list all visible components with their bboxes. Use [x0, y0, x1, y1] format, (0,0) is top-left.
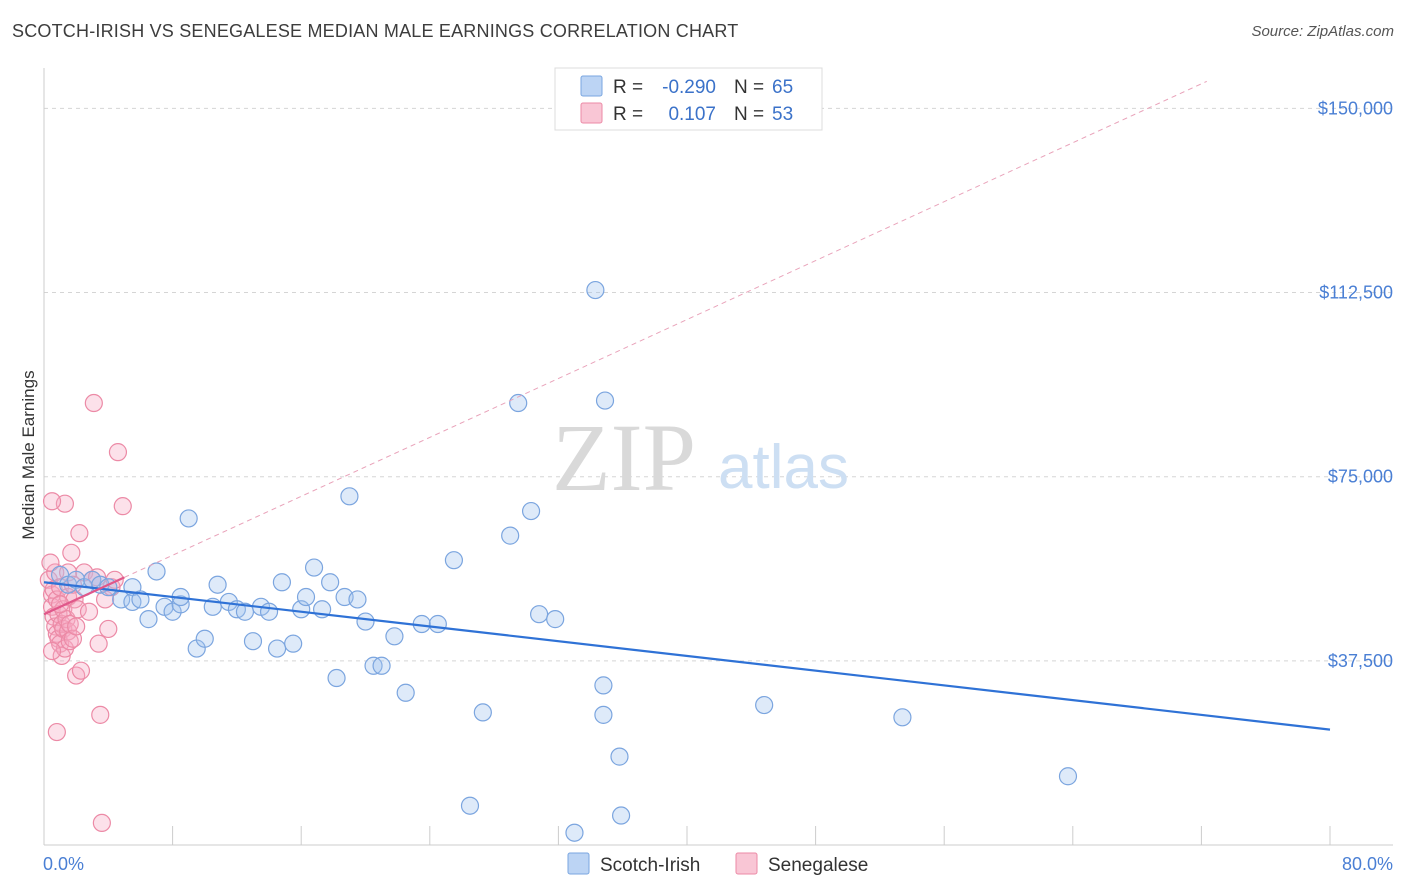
series-legend: Scotch-Irish Senegalese — [567, 852, 868, 876]
scotch-irish-point — [521, 501, 541, 521]
axes — [43, 68, 1393, 846]
senegalese-point — [42, 641, 62, 661]
chart-title: SCOTCH-IRISH VS SENEGALESE MEDIAN MALE E… — [12, 21, 739, 41]
x-tick-max: 80.0% — [1342, 854, 1393, 874]
senegalese-point — [92, 813, 111, 833]
senegalese-point — [62, 543, 81, 562]
scotch-irish-point — [304, 558, 324, 577]
y-tick-label: $75,000 — [1328, 467, 1393, 487]
scotch-irish-point — [530, 605, 549, 624]
scotch-irish-point — [473, 703, 492, 722]
series-label-scotch-irish: Scotch-Irish — [600, 855, 700, 876]
scotch-irish-point — [131, 590, 150, 609]
legend-r-label-2: R = — [613, 104, 643, 125]
scotch-irish-point — [243, 632, 263, 651]
scotch-irish-point — [586, 280, 605, 300]
legend-n-value-1: 65 — [772, 77, 793, 98]
scotch-irish-point — [348, 590, 367, 609]
legend-r-value-1: -0.290 — [662, 77, 716, 98]
scotch-irish-point — [509, 393, 528, 413]
watermark-zip: ZIP — [552, 404, 696, 511]
correlation-legend: R = -0.290 N = 65 R = 0.107 N = 53 — [554, 67, 823, 131]
scotch-irish-point — [595, 391, 615, 410]
senegalese-trendline-extrapolated — [124, 80, 1207, 578]
scotch-irish-point — [610, 747, 629, 766]
scotch-irish-point — [372, 656, 391, 675]
scotch-irish-point — [460, 796, 480, 815]
scotch-irish-point — [565, 823, 584, 842]
senegalese-point — [91, 705, 110, 724]
senegalese-point — [42, 492, 62, 511]
legend-swatch-blue — [580, 75, 603, 97]
senegalese-point — [70, 524, 89, 543]
scotch-irish-points — [50, 280, 1078, 842]
legend-swatch-pink — [580, 102, 603, 124]
scotch-irish-point — [1058, 767, 1078, 786]
senegalese-point — [41, 553, 60, 572]
scotch-irish-point — [321, 573, 340, 592]
senegalese-point — [68, 600, 87, 619]
senegalese-trendline — [43, 576, 125, 616]
scotch-irish-point — [272, 573, 292, 592]
scotch-irish-point — [755, 695, 774, 715]
y-tick-label: $37,500 — [1328, 651, 1393, 671]
series-swatch-senegalese — [735, 852, 758, 875]
senegalese-points — [39, 393, 132, 833]
scotch-irish-point — [296, 587, 316, 607]
watermark-atlas: atlas — [718, 433, 849, 502]
scotch-irish-point — [546, 610, 565, 629]
scotch-irish-point — [385, 627, 404, 646]
scotch-irish-point — [327, 668, 346, 688]
series-label-senegalese: Senegalese — [768, 855, 868, 876]
series-swatch-scotch-irish — [567, 852, 590, 875]
senegalese-point — [89, 634, 108, 653]
senegalese-point — [47, 722, 66, 742]
grid-lines — [44, 107, 1393, 662]
scotch-irish-point — [501, 526, 520, 545]
scotch-irish-point — [594, 705, 613, 724]
y-axis-label: Median Male Earnings — [19, 370, 38, 539]
watermark: ZIP atlas — [552, 404, 849, 511]
scotch-irish-point — [208, 575, 227, 594]
scotch-irish-point — [893, 708, 912, 727]
y-tick-label: $112,500 — [1319, 283, 1393, 303]
senegalese-point — [84, 393, 103, 413]
scotch-irish-point — [340, 487, 359, 506]
senegalese-point — [67, 617, 86, 636]
scotch-irish-point — [139, 610, 158, 629]
scotch-irish-point — [284, 634, 303, 653]
legend-r-label-1: R = — [613, 77, 643, 98]
scotch-irish-point — [396, 683, 415, 702]
source-label: Source: ZipAtlas.com — [1251, 23, 1394, 40]
scotch-irish-point — [171, 595, 190, 614]
y-tick-labels: $37,500 $75,000 $112,500 $150,000 — [1318, 98, 1393, 670]
scotch-irish-point — [147, 562, 166, 581]
scotch-irish-point — [195, 629, 214, 648]
x-tick-min: 0.0% — [43, 854, 84, 874]
scotch-irish-point — [428, 614, 447, 634]
senegalese-point — [108, 443, 128, 462]
senegalese-point — [113, 497, 132, 516]
y-tick-label: $150,000 — [1318, 98, 1393, 118]
scotch-irish-point — [267, 639, 287, 658]
senegalese-point — [46, 563, 65, 582]
legend-r-value-2: 0.107 — [668, 104, 716, 125]
senegalese-point — [79, 602, 99, 621]
scotch-irish-point — [179, 509, 198, 528]
trend-lines — [43, 80, 1331, 731]
senegalese-point — [99, 619, 118, 639]
senegalese-point — [71, 661, 91, 680]
scotch-irish-trendline — [43, 581, 1331, 731]
scotch-irish-point — [594, 676, 613, 695]
legend-n-label-2: N = — [734, 104, 764, 125]
scotch-irish-point — [611, 806, 631, 825]
scotch-irish-point — [259, 602, 279, 621]
legend-n-value-2: 53 — [772, 104, 793, 125]
scotch-irish-point — [356, 612, 375, 631]
scotch-irish-point — [444, 551, 464, 570]
legend-n-label-1: N = — [734, 77, 764, 98]
